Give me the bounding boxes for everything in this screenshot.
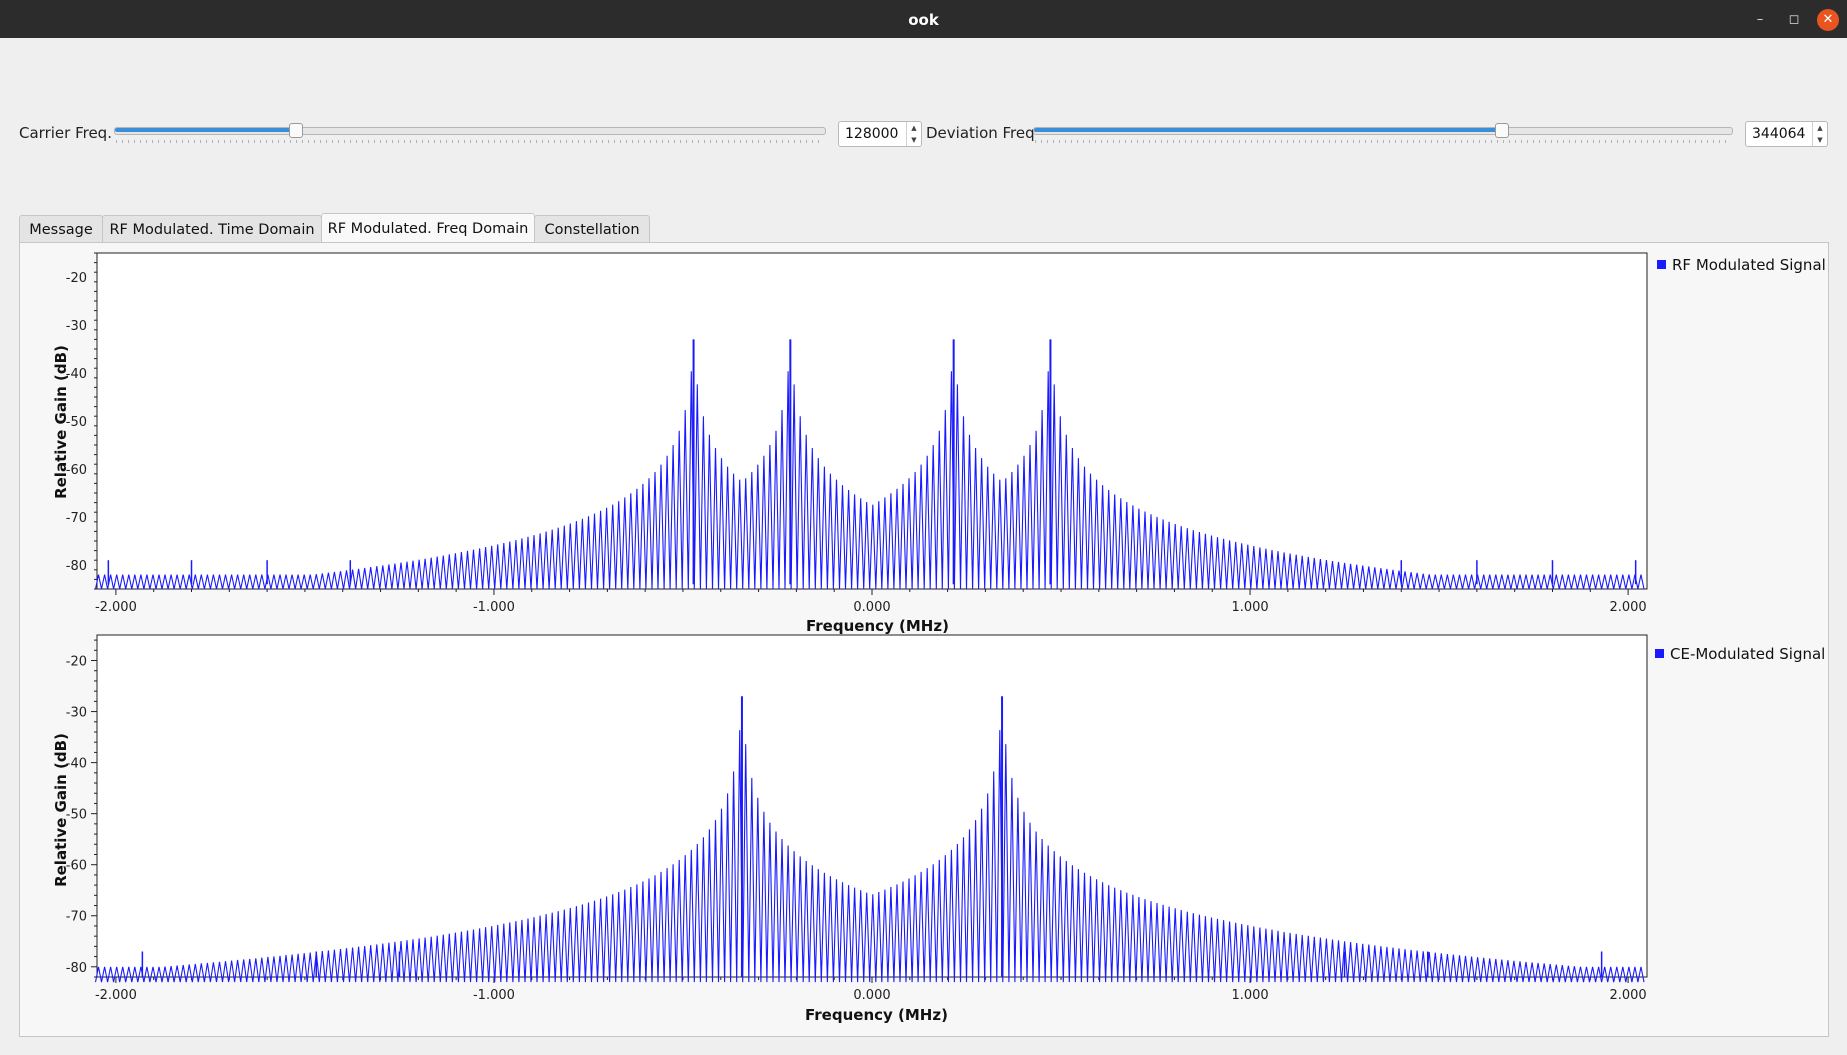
freq-domain-panel: -20 -30 -40 -50 -60 -70 -80 -2.000 -1.000 0.000 1.…	[19, 242, 1829, 1037]
minimize-icon[interactable]: –	[1756, 12, 1764, 27]
legend-swatch	[1655, 649, 1664, 658]
ce-modulated-freq-plot[interactable]: -20 -30 -40 -50 -60 -70 -80 -2.000 -1.000 0.000 1.…	[20, 631, 1828, 1031]
tab-message[interactable]: Message	[19, 215, 103, 242]
deviation-freq-label: Deviation Freq	[926, 124, 1035, 142]
x-tick-label: 2.000	[1609, 600, 1646, 615]
y-tick-label: -50	[66, 415, 87, 430]
spectrum-trace	[94, 730, 1645, 983]
x-tick-label: 2.000	[1609, 988, 1646, 1003]
deviation-up-arrow-icon[interactable]: ▲	[1817, 124, 1823, 132]
deviation-freq-value[interactable]: 344064	[1752, 126, 1806, 142]
carrier-freq-slider[interactable]	[114, 123, 826, 144]
spectrum-trace	[94, 371, 1645, 590]
tab-rf-time-domain[interactable]: RF Modulated. Time Domain	[102, 215, 322, 242]
close-icon[interactable]: ✕	[1817, 9, 1839, 31]
legend-swatch	[1657, 260, 1666, 269]
plot1-y-axis-label: Relative Gain (dB)	[52, 345, 70, 499]
deviation-slider-handle[interactable]	[1495, 123, 1509, 138]
y-tick-label: -60	[66, 463, 87, 478]
carrier-freq-spinbox[interactable]: 128000 ▲ ▼	[838, 121, 922, 147]
carrier-freq-value[interactable]: 128000	[845, 126, 899, 142]
window-title: ook	[908, 11, 939, 29]
x-tick-label: -2.000	[95, 988, 137, 1003]
deviation-freq-slider[interactable]	[1033, 123, 1733, 144]
x-tick-label: -2.000	[95, 600, 137, 615]
carrier-up-arrow-icon[interactable]: ▲	[911, 124, 917, 132]
carrier-freq-label: Carrier Freq.	[19, 124, 112, 142]
plot2-legend[interactable]: CE-Modulated Signal	[1655, 645, 1825, 663]
restore-icon[interactable]: ◻	[1788, 12, 1800, 27]
deviation-freq-spinbox[interactable]: 344064 ▲ ▼	[1745, 121, 1828, 147]
deviation-down-arrow-icon[interactable]: ▼	[1817, 136, 1823, 144]
x-tick-label: 1.000	[1231, 600, 1268, 615]
carrier-down-arrow-icon[interactable]: ▼	[911, 136, 917, 144]
y-tick-label: -30	[66, 319, 87, 334]
carrier-slider-handle[interactable]	[288, 123, 303, 138]
plot2-x-axis-label: Frequency (MHz)	[805, 1006, 948, 1024]
plot1-legend[interactable]: RF Modulated Signal	[1657, 256, 1826, 274]
plot1-legend-label: RF Modulated Signal	[1672, 256, 1826, 274]
window-titlebar: ook – ◻ ✕	[0, 0, 1847, 38]
tab-constellation[interactable]: Constellation	[534, 215, 650, 242]
x-tick-label: 0.000	[853, 600, 890, 615]
rf-modulated-freq-plot[interactable]: -20 -30 -40 -50 -60 -70 -80 -2.000 -1.000 0.000 1.…	[20, 243, 1828, 638]
y-tick-label: -20	[66, 655, 87, 670]
plot2-legend-label: CE-Modulated Signal	[1670, 645, 1826, 663]
y-tick-label: -40	[66, 757, 87, 772]
y-tick-label: -50	[66, 808, 87, 823]
y-tick-label: -60	[66, 859, 87, 874]
x-tick-label: -1.000	[473, 600, 515, 615]
y-tick-label: -70	[66, 910, 87, 925]
plot1-x-axis-label: Frequency (MHz)	[806, 617, 949, 635]
plot2-y-axis-label: Relative Gain (dB)	[52, 733, 70, 887]
y-tick-label: -80	[66, 559, 87, 574]
y-tick-label: -80	[66, 961, 87, 976]
y-tick-label: -70	[66, 511, 87, 526]
y-tick-label: -40	[66, 367, 87, 382]
x-tick-label: 1.000	[1231, 988, 1268, 1003]
tab-rf-freq-domain[interactable]: RF Modulated. Freq Domain	[321, 213, 535, 243]
x-tick-label: -1.000	[473, 988, 515, 1003]
x-tick-label: 0.000	[853, 988, 890, 1003]
y-tick-label: -20	[66, 271, 87, 286]
y-tick-label: -30	[66, 706, 87, 721]
